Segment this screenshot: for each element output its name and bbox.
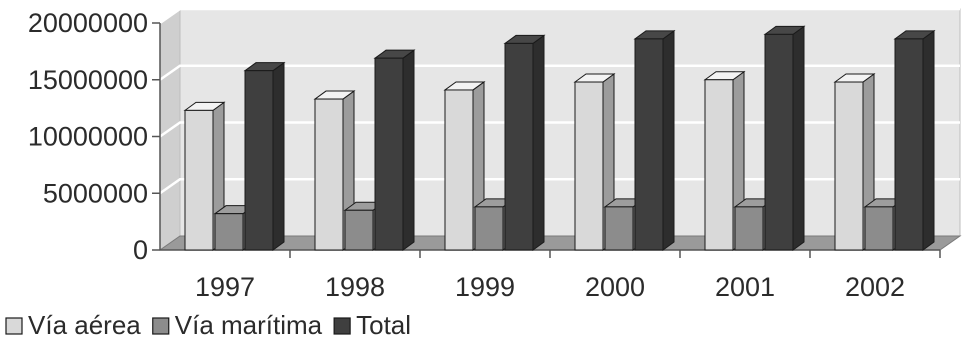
y-tick-label: 5000000 xyxy=(43,178,148,208)
bar xyxy=(763,25,806,251)
bar-side xyxy=(272,61,285,251)
bar-front xyxy=(374,57,404,251)
chart-legend: Vía aérea Vía marítima Total xyxy=(5,310,411,340)
bar-front xyxy=(734,206,764,251)
bar-front xyxy=(834,81,864,251)
x-category-label: 2002 xyxy=(845,272,905,302)
bar xyxy=(893,29,936,251)
y-tick-label: 0 xyxy=(133,235,148,265)
x-category-label: 2000 xyxy=(585,272,645,302)
gridline xyxy=(159,178,960,195)
bar-front xyxy=(244,70,274,251)
legend-label: Total xyxy=(356,310,411,340)
x-category-label: 2001 xyxy=(715,272,775,302)
x-category-label: 1999 xyxy=(455,272,515,302)
bar-front xyxy=(344,209,374,251)
bar-side xyxy=(792,25,805,251)
legend-swatch xyxy=(5,317,23,335)
bar-front xyxy=(604,206,634,251)
legend-swatch xyxy=(152,317,170,335)
bar xyxy=(443,80,486,251)
y-tick-label: 15000000 xyxy=(28,65,148,95)
bar xyxy=(373,49,416,251)
legend-label: Vía aérea xyxy=(28,310,141,340)
bar-side xyxy=(922,29,935,251)
bar-front xyxy=(894,38,924,251)
gridline xyxy=(159,121,960,138)
bar-front xyxy=(704,79,734,251)
bar-front xyxy=(474,206,504,251)
legend-swatch xyxy=(333,317,351,335)
bar-front xyxy=(214,213,244,251)
bar-front xyxy=(574,81,604,251)
bar-side xyxy=(532,34,545,251)
bar-front xyxy=(864,206,894,251)
bar-side xyxy=(662,29,675,251)
bar-front xyxy=(634,38,664,251)
bar-front xyxy=(184,109,214,251)
chart-axes xyxy=(152,22,941,258)
chart-gridlines xyxy=(159,7,960,195)
bar xyxy=(503,34,546,251)
bar-front xyxy=(444,89,474,251)
bar-side xyxy=(402,49,415,251)
y-tick-label: 20000000 xyxy=(28,8,148,38)
y-axis-tick-labels: 0 5000000 10000000 15000000 20000000 xyxy=(28,8,148,265)
x-category-label: 1998 xyxy=(325,272,385,302)
bar xyxy=(703,70,746,251)
gridline xyxy=(159,64,960,81)
legend-label: Vía marítima xyxy=(175,310,323,340)
y-tick-label: 10000000 xyxy=(28,122,148,152)
bar-front xyxy=(314,98,344,251)
bar-front xyxy=(504,42,534,251)
gridline xyxy=(159,7,960,25)
bar xyxy=(633,29,676,251)
bar-front xyxy=(764,33,794,251)
chart-bars xyxy=(183,25,936,251)
bar xyxy=(243,61,286,251)
x-category-label: 1997 xyxy=(195,272,255,302)
x-axis-category-labels: 1997 1998 1999 2000 2001 2002 xyxy=(195,272,905,302)
